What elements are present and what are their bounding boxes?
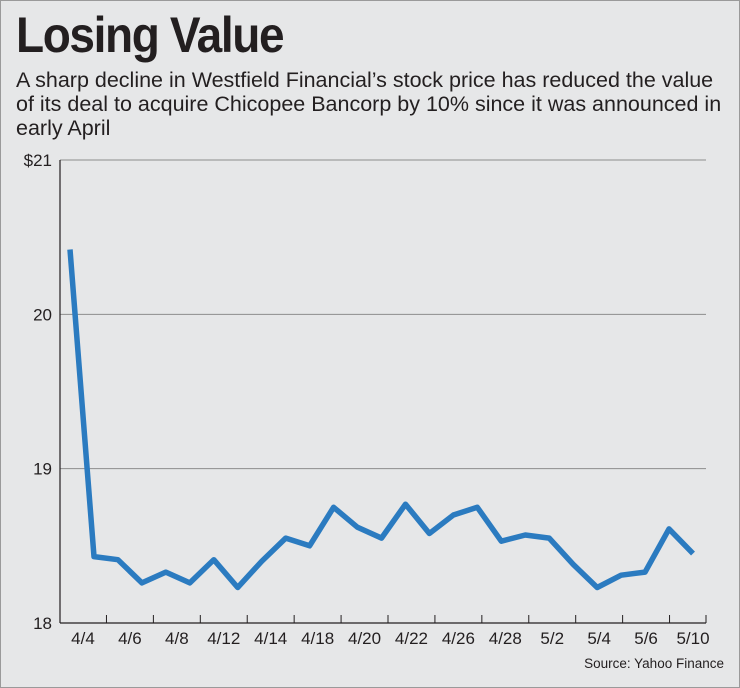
chart-title: Losing Value [16,7,285,63]
y-tick-label: $21 [24,151,52,170]
series-line [67,249,695,591]
x-tick-label: 5/2 [540,629,564,648]
gridlines [60,159,706,470]
y-tick-label: 20 [33,305,52,324]
x-tick-label: 4/26 [442,629,475,648]
x-tick-label: 5/6 [634,629,658,648]
x-tick-label: 5/4 [587,629,611,648]
y-tick-label: 19 [33,460,52,479]
source-note: Source: Yahoo Finance [584,656,724,671]
x-tick-label: 4/20 [348,629,381,648]
tick-labels: $21 20 19 18 4/4 4/6 4/8 4/12 4/14 4/18 4/20 4/22 4/… [24,151,710,648]
x-tick-label: 4/12 [207,629,240,648]
x-tick-label: 4/22 [395,629,428,648]
x-tick-label: 4/18 [301,629,334,648]
x-tick-label: 4/28 [489,629,522,648]
x-tick-label: 4/6 [118,629,142,648]
x-tick-label: 5/10 [676,629,709,648]
chart-subtitle: A sharp decline in Westfield Financial’s… [16,68,722,140]
x-tick-label: 4/8 [165,629,189,648]
series [67,249,695,591]
x-tick-label: 4/4 [71,629,95,648]
axes [59,160,707,624]
x-tick-label: 4/14 [254,629,287,648]
y-tick-label: 18 [33,614,52,633]
